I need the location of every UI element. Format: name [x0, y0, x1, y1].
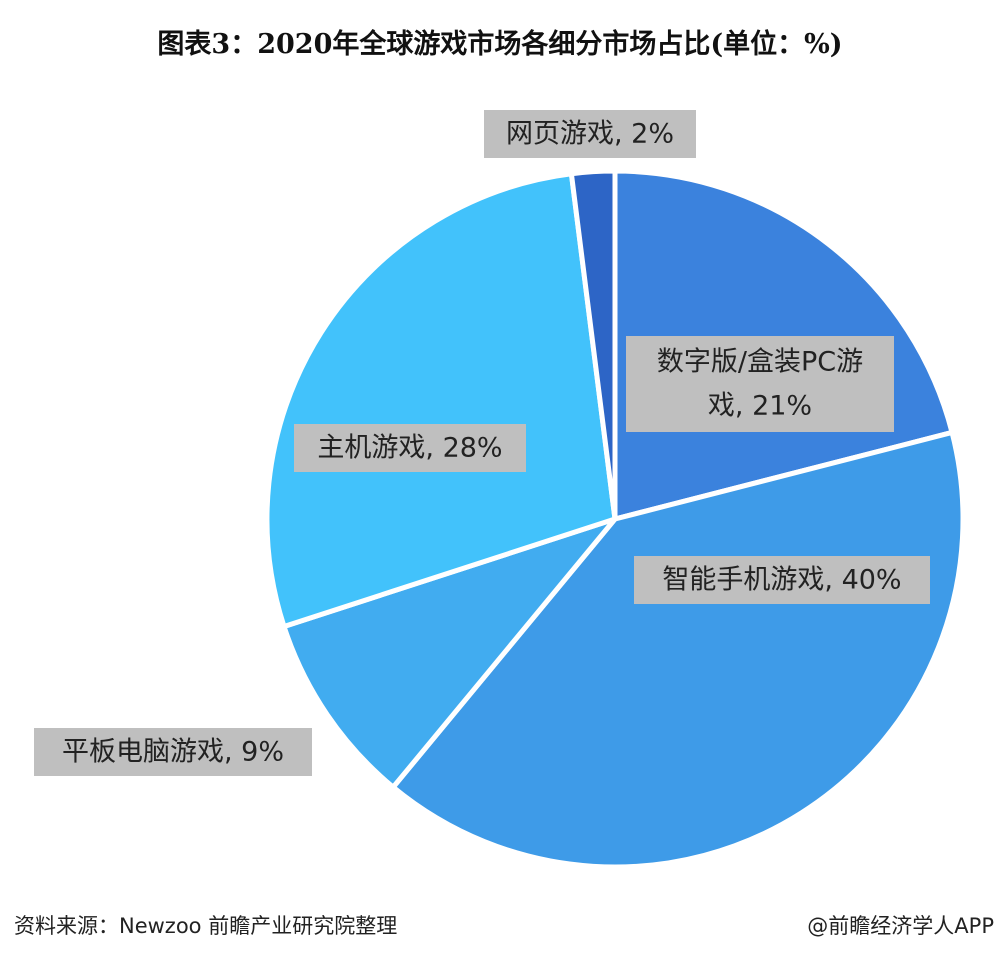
- pie-slices: [264, 168, 966, 870]
- data-label-box: [626, 336, 894, 432]
- data-label-box: [484, 110, 696, 158]
- chart-title: 图表3：2020年全球游戏市场各细分市场占比(单位：%): [157, 29, 843, 60]
- pie-slice: [568, 168, 618, 522]
- pie-slice: [390, 429, 966, 870]
- credit-note: @前瞻经济学人APP: [807, 914, 994, 938]
- data-label-text: 智能手机游戏, 40%: [662, 565, 901, 596]
- data-label: 主机游戏, 28%: [294, 424, 526, 472]
- data-label-text: 网页游戏, 2%: [506, 119, 674, 150]
- pie-slice: [281, 516, 618, 790]
- data-label-text: 平板电脑游戏, 9%: [62, 737, 284, 768]
- pie-slice: [264, 171, 618, 630]
- data-label-text: 主机游戏, 28%: [317, 433, 502, 464]
- data-label-box: [34, 728, 312, 776]
- data-label: 网页游戏, 2%: [484, 110, 696, 158]
- data-label-text: 数字版/盒装PC游: [657, 347, 863, 378]
- source-note: 资料来源：Newzoo 前瞻产业研究院整理: [14, 914, 398, 938]
- data-label: 智能手机游戏, 40%: [634, 556, 930, 604]
- data-label: 平板电脑游戏, 9%: [34, 728, 312, 776]
- data-label-text: 戏, 21%: [708, 391, 812, 422]
- data-label-box: [294, 424, 526, 472]
- data-label-box: [634, 556, 930, 604]
